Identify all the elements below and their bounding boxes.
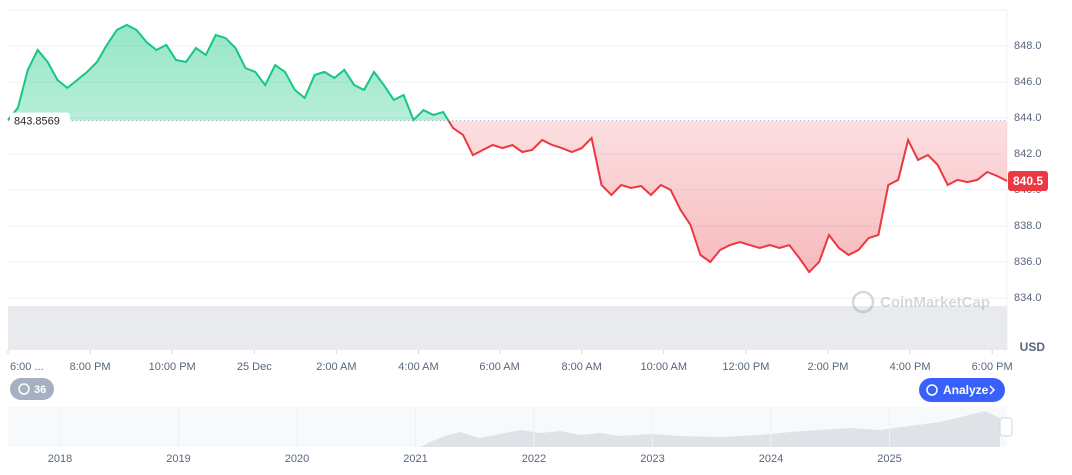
y-tick-label: 836.0 — [1014, 256, 1042, 268]
x-tick-label: 4:00 PM — [890, 361, 931, 373]
navigator: 2018 2019 2020 2021 2022 2023 2024 2025 — [8, 407, 1013, 465]
area-down — [8, 120, 1007, 273]
baseline-label-bg — [10, 112, 70, 130]
y-tick-label: 838.0 — [1014, 220, 1042, 232]
volume — [8, 306, 1007, 350]
x-tick-label: 10:00 PM — [149, 361, 196, 373]
x-tick-label: 12:00 PM — [722, 361, 769, 373]
watermark-text: CoinMarketCap — [880, 294, 990, 311]
y-tick-label: 842.0 — [1014, 148, 1042, 160]
price-line-up — [7, 23, 450, 121]
x-tick-label: 25 Dec — [237, 361, 272, 373]
x-tick-label: 10:00 AM — [641, 361, 687, 373]
x-tick-label: 6:00 ... — [10, 361, 44, 373]
x-tick-label: 8:00 PM — [70, 361, 111, 373]
x-tick-label: 2:00 PM — [807, 361, 848, 373]
analyze-label: Analyze — [943, 383, 989, 397]
current-price-bg — [1008, 171, 1048, 191]
navigator-year: 2021 — [403, 453, 427, 465]
analyze-button[interactable]: Analyze — [919, 378, 1005, 402]
watermark: CoinMarketCap — [851, 290, 990, 314]
navigator-year: 2024 — [759, 453, 783, 465]
plot — [7, 23, 1008, 274]
y-tick-label: 846.0 — [1014, 76, 1042, 88]
x-tick-label: 6:00 PM — [972, 361, 1013, 373]
current-price-label: 840.5 — [1013, 174, 1043, 188]
x-tick-label: 8:00 AM — [562, 361, 602, 373]
price-line-down — [8, 120, 1008, 274]
y-tick-label: 834.0 — [1014, 292, 1042, 304]
navigator-year: 2019 — [166, 453, 190, 465]
x-tick-label: 2:00 AM — [316, 361, 356, 373]
history-badge[interactable]: 36 — [10, 378, 54, 400]
x-tick-label: 4:00 AM — [398, 361, 438, 373]
x-tick-label: 6:00 AM — [479, 361, 519, 373]
y-axis-label: USD — [1020, 340, 1046, 354]
history-count: 36 — [34, 384, 46, 396]
navigator-year: 2020 — [285, 453, 309, 465]
navigator-year: 2023 — [640, 453, 664, 465]
navigator-year: 2018 — [48, 453, 72, 465]
baseline-label: 843.8569 — [14, 115, 60, 127]
navigator-year: 2025 — [877, 453, 901, 465]
navigator-year: 2022 — [522, 453, 546, 465]
y-tick-label: 844.0 — [1014, 112, 1042, 124]
area-up — [8, 24, 449, 121]
y-tick-label: 848.0 — [1014, 40, 1042, 52]
